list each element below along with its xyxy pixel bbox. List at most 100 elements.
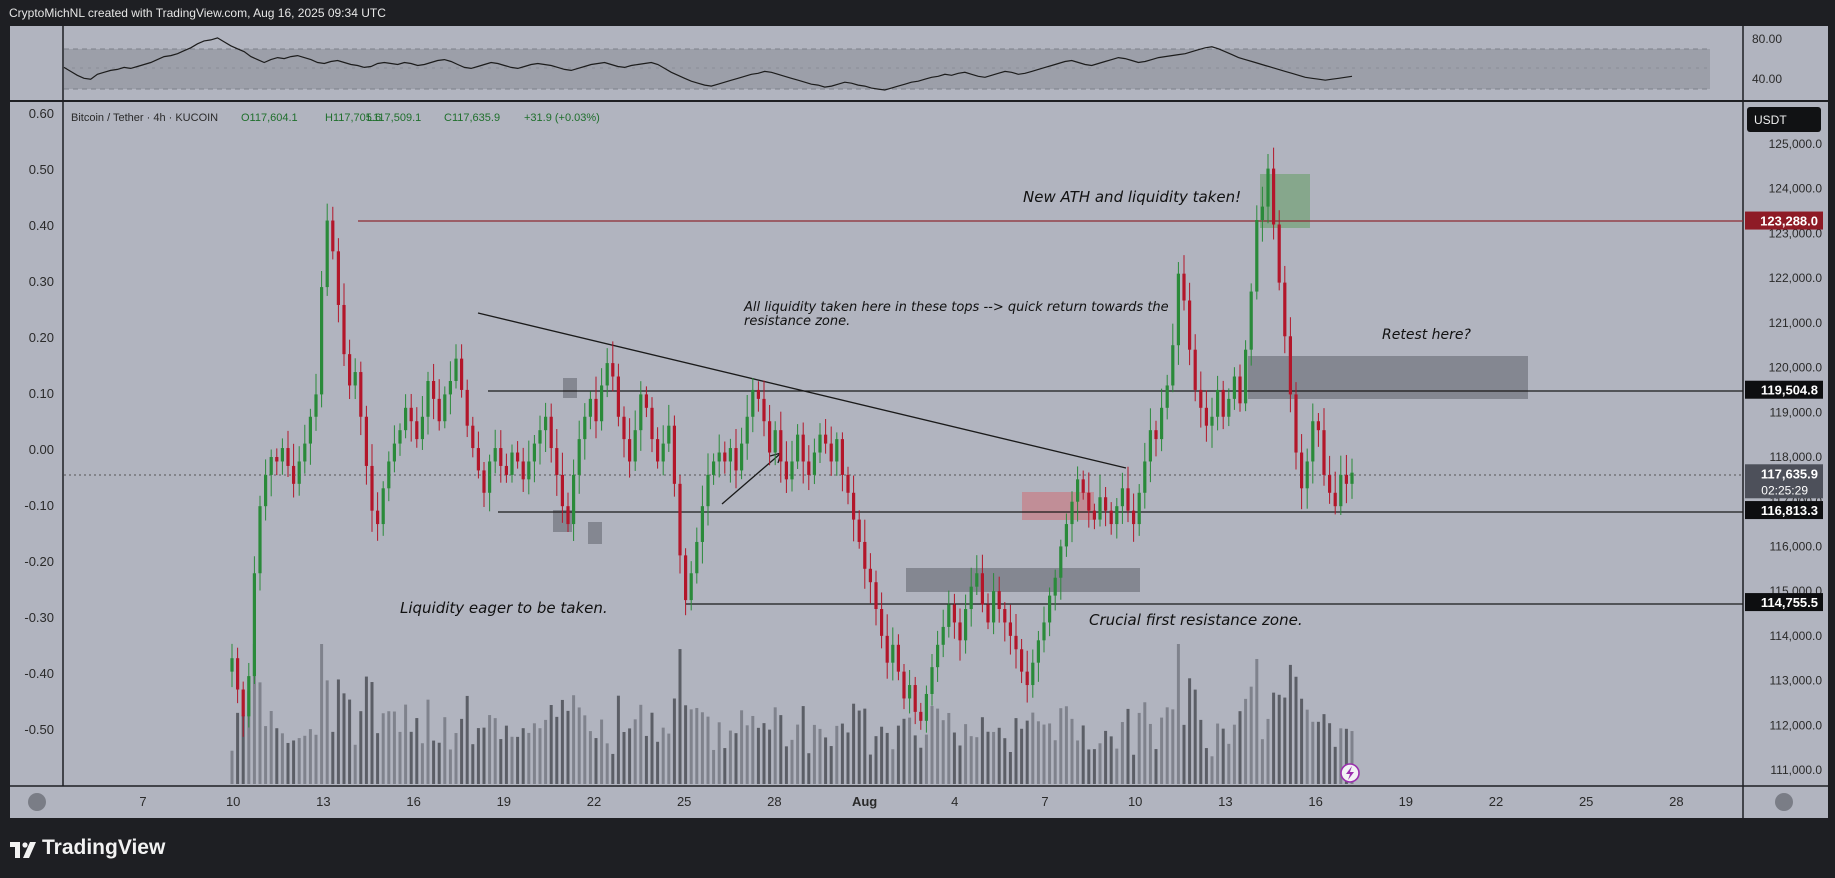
volume-bar [1232, 724, 1236, 784]
volume-bar [493, 718, 497, 784]
candle-body [1176, 273, 1180, 346]
candle-body [460, 358, 464, 390]
volume-bar [852, 703, 856, 784]
price-label-box [1745, 501, 1823, 520]
candle-body [1328, 474, 1332, 493]
candle-body [1053, 577, 1057, 596]
time-tick-label: 4 [951, 794, 958, 809]
time-tick-label: 16 [406, 794, 420, 809]
candle-body [863, 541, 867, 569]
volume-bar [796, 724, 800, 784]
candle-body [1199, 389, 1203, 408]
candle-body [840, 439, 844, 475]
volume-bar [1014, 718, 1018, 784]
volume-bar [600, 719, 604, 784]
candle-body [336, 251, 340, 305]
candle-layer[interactable] [230, 147, 1354, 737]
descending-trendline[interactable] [477, 312, 1127, 469]
change-value: +31.9 (+0.03%) [524, 112, 600, 124]
volume-bar [1109, 736, 1113, 784]
volume-bar [734, 733, 738, 784]
volume-bar [1283, 697, 1287, 784]
currency-button[interactable]: USDT [1747, 107, 1821, 132]
tradingview-mark-icon [10, 840, 36, 858]
candle-body [1294, 394, 1298, 453]
candle-body [812, 452, 816, 475]
volume-bar [1031, 712, 1035, 784]
volume-bar [952, 732, 956, 784]
candle-body [588, 398, 592, 417]
volume-bar [325, 680, 329, 784]
volume-bar [376, 733, 380, 784]
candle-body [415, 421, 419, 440]
lightning-icon[interactable] [1340, 763, 1360, 783]
candle-body [420, 416, 424, 440]
candle-body [1344, 474, 1348, 484]
candle-body [852, 492, 856, 520]
candle-body [600, 385, 604, 422]
volume-bar [555, 716, 559, 784]
candle-body [1109, 510, 1113, 525]
candle-body [488, 461, 492, 493]
volume-bar [572, 695, 576, 784]
candle-body [252, 573, 256, 677]
candle-body [958, 622, 962, 641]
volume-bar [1126, 708, 1130, 784]
rsi-tick-label: 40.00 [1752, 72, 1782, 86]
volume-bar [269, 710, 273, 784]
candle-body [1048, 595, 1052, 623]
volume-layer [230, 644, 1354, 784]
candle-body [1311, 421, 1315, 462]
candle-body [779, 430, 783, 462]
volume-bar [835, 725, 839, 784]
volume-bar [387, 711, 391, 784]
volume-bar [1137, 712, 1141, 784]
price-axis[interactable]: 125,000.0 124,000.0 123,000.0 122,000.0 121,… [1769, 137, 1823, 777]
volume-bar [392, 711, 396, 784]
candle-body [532, 443, 536, 462]
candle-body [1260, 206, 1264, 221]
candle-body [1148, 430, 1152, 462]
candle-body [891, 644, 895, 663]
candle-body [555, 448, 559, 475]
volume-bar [308, 729, 312, 784]
rsi-pane[interactable] [63, 37, 1710, 91]
ohlc-legend: Bitcoin / Tether · 4h · KUCOIN O117,604.… [71, 112, 600, 124]
candle-body [885, 635, 889, 663]
volume-bar [381, 713, 385, 784]
price-tick-label: 116,000.0 [1770, 539, 1823, 553]
volume-bar [1064, 706, 1068, 784]
settings-circle-icon[interactable] [28, 793, 46, 811]
time-axis[interactable]: 7 10 13 16 19 22 25 28 Aug 4 7 10 13 16 19 22 25 28 [139, 794, 1683, 809]
volume-bar [756, 727, 760, 784]
volume-bar [1008, 751, 1012, 784]
candle-body [1036, 640, 1040, 663]
high-value: H117,705.6 [325, 112, 381, 124]
candle-body [1020, 649, 1024, 672]
volume-bar [723, 748, 727, 784]
candle-body [1339, 474, 1343, 507]
candle-body [432, 380, 436, 399]
candle-body [689, 573, 693, 601]
price-label-box [1745, 211, 1823, 230]
candle-body [835, 439, 839, 462]
candle-body [280, 448, 284, 462]
volume-bar [790, 739, 794, 784]
candle-body [902, 671, 906, 699]
auto-scale-icon[interactable] [1775, 793, 1793, 811]
candle-body [398, 430, 402, 444]
volume-bar [409, 731, 413, 784]
volume-bar [846, 732, 850, 784]
volume-bar [1328, 723, 1332, 784]
volume-bar [499, 739, 503, 784]
volume-bar [241, 715, 245, 784]
volume-bar [633, 719, 637, 784]
candle-body [1076, 479, 1080, 502]
candle-body [740, 443, 744, 471]
candle-body [650, 407, 654, 440]
left-tick-label: 0.30 [29, 274, 54, 289]
volume-bar [280, 733, 284, 784]
candle-body [745, 416, 749, 444]
tradingview-logo[interactable]: TradingView [10, 836, 165, 860]
